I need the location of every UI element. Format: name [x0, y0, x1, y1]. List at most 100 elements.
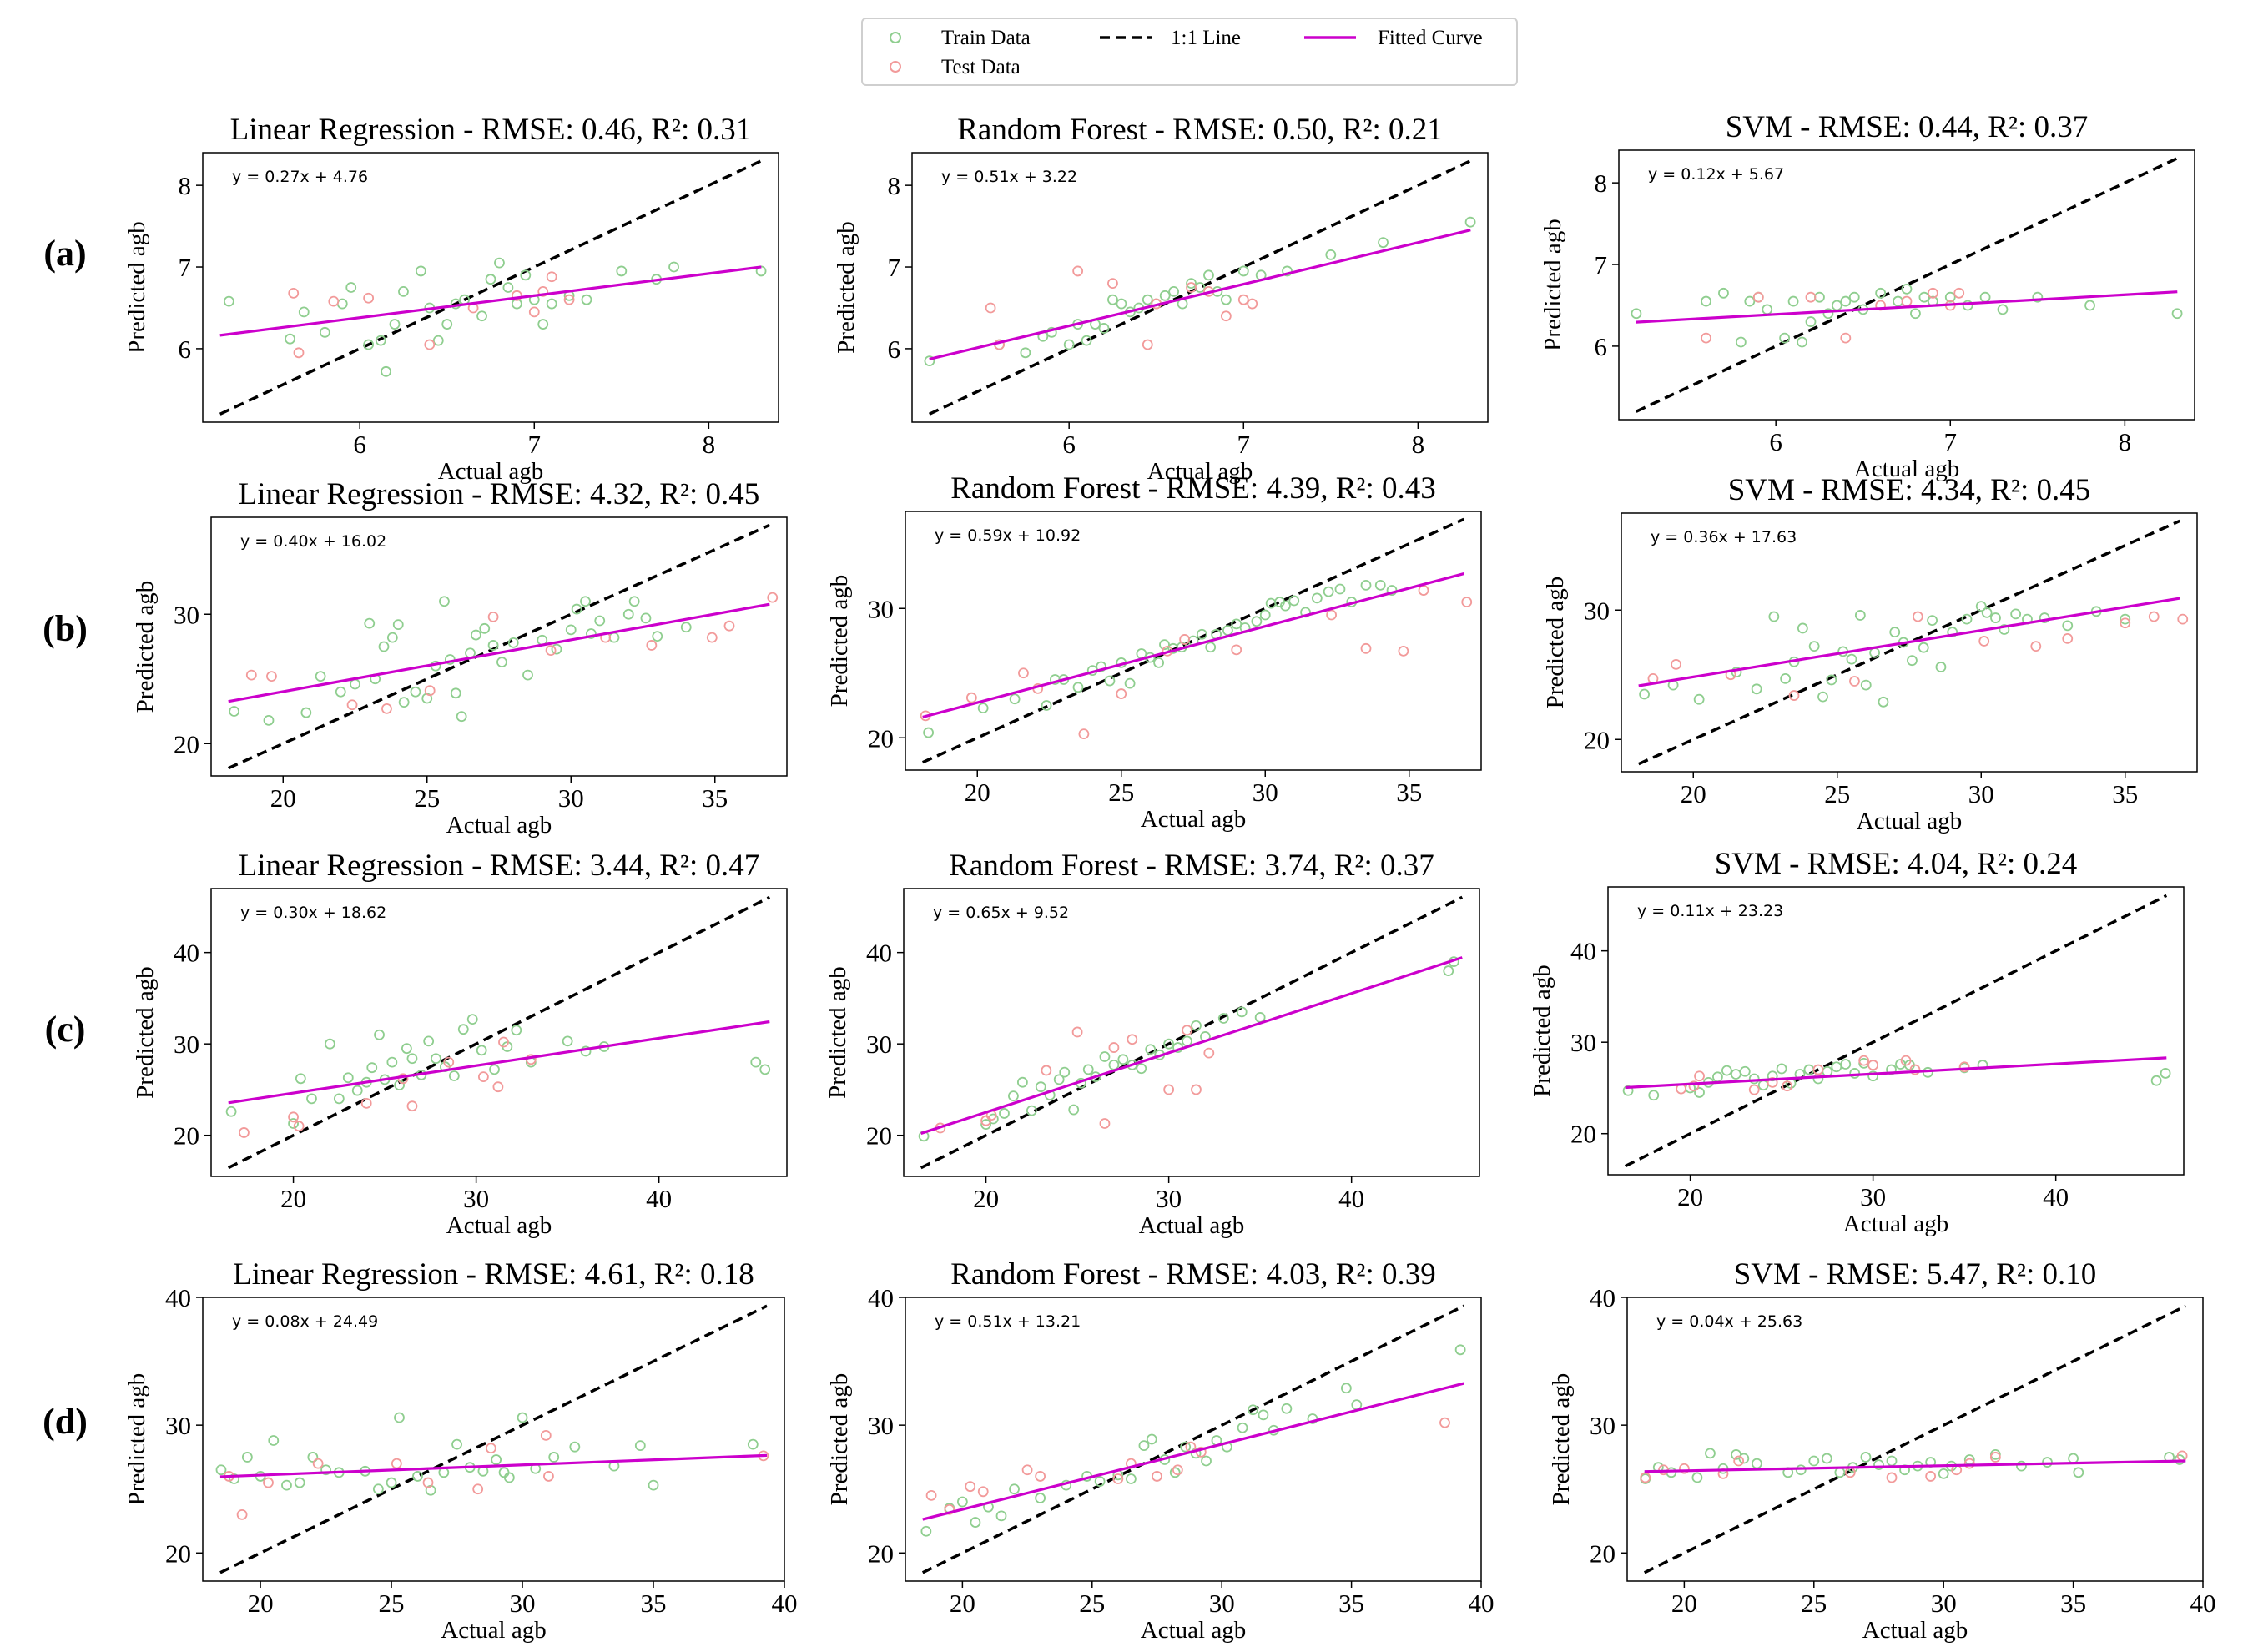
x-tick-label: 25 [1079, 1589, 1105, 1618]
train-point [1981, 607, 1993, 618]
test-point [1237, 294, 1249, 305]
train-point [1907, 655, 1918, 667]
test-point [1782, 1080, 1793, 1092]
test-point [1752, 291, 1764, 303]
x-axis-label: Actual agb [446, 1212, 552, 1239]
train-point [1041, 700, 1052, 711]
train-point [229, 1473, 240, 1484]
train-point [747, 1438, 759, 1450]
legend-marker-test [890, 61, 901, 73]
x-tick-label: 6 [1062, 430, 1076, 459]
x-tick-label: 8 [2119, 427, 2132, 456]
test-point [360, 1097, 372, 1109]
y-tick-label: 30 [174, 600, 199, 629]
fit-equation: y = 0.51x + 13.21 [935, 1312, 1081, 1331]
train-point [562, 1035, 573, 1047]
train-point [616, 265, 628, 277]
test-point [1733, 1455, 1745, 1467]
one-to-one-line [219, 1304, 768, 1574]
test-point [965, 1481, 976, 1493]
train-point [1168, 285, 1180, 297]
train-point [1282, 265, 1293, 277]
x-tick-label: 30 [558, 783, 584, 813]
test-point [406, 1100, 418, 1112]
test-point [1978, 636, 1990, 647]
x-tick-label: 35 [2112, 779, 2138, 808]
train-point [537, 319, 549, 330]
train-point [1169, 1467, 1181, 1478]
test-point [965, 692, 977, 703]
legend-label-train: Train Data [941, 27, 1031, 49]
x-tick-label: 7 [528, 430, 542, 459]
x-axis-label: Actual agb [1854, 456, 1959, 482]
train-point [1323, 586, 1334, 597]
test-point [1179, 634, 1191, 645]
train-point [241, 1452, 253, 1463]
train-point [1875, 287, 1887, 299]
test-point [381, 703, 392, 714]
test-point [1116, 688, 1127, 699]
test-point [492, 1081, 504, 1093]
test-point [1099, 1118, 1111, 1129]
train-point [285, 333, 295, 345]
train-point [995, 1510, 1007, 1522]
test-point [328, 295, 340, 307]
train-point [374, 1029, 385, 1040]
test-point [293, 1121, 305, 1132]
y-tick-label: 7 [888, 253, 901, 282]
train-point [1840, 1059, 1852, 1070]
train-point [1136, 1063, 1147, 1075]
train-point [2016, 1460, 2027, 1472]
test-point [646, 640, 658, 651]
train-point [1035, 1081, 1046, 1093]
test-point [424, 685, 436, 697]
x-tick-label: 35 [1396, 778, 1422, 807]
train-point [1826, 674, 1837, 686]
fitted-curve [228, 602, 770, 703]
y-axis-label: Predicted agb [1540, 219, 1566, 351]
test-point [263, 1477, 274, 1488]
one-to-one-line [1637, 519, 2181, 766]
test-point [236, 1508, 248, 1520]
y-axis-label: Predicted agb [1548, 1373, 1575, 1506]
train-point [1935, 662, 1947, 672]
train-point [381, 365, 391, 377]
plot-frame [905, 511, 1482, 771]
y-tick-label: 30 [1584, 596, 1610, 625]
y-tick-label: 40 [1590, 1283, 1615, 1312]
test-point [1788, 690, 1800, 701]
test-point [1958, 1061, 1970, 1073]
test-point [1678, 1463, 1690, 1474]
test-point [498, 1036, 509, 1048]
train-point [1977, 1060, 1988, 1070]
chart-panel: Random Forest - RMSE: 3.74, R²: 0.37 20 30… [824, 849, 1480, 1239]
train-point [1944, 291, 1956, 303]
train-point [1854, 610, 1866, 621]
x-axis-label: Actual agb [438, 458, 543, 485]
test-point [1231, 644, 1242, 656]
y-tick-label: 30 [174, 1030, 199, 1059]
train-point [1721, 1065, 1732, 1076]
test-point [1220, 310, 1232, 322]
train-point [580, 596, 591, 607]
test-point [363, 292, 375, 304]
test-point [706, 632, 718, 643]
train-point [1694, 1087, 1705, 1098]
train-point [466, 1014, 478, 1025]
x-tick-label: 20 [280, 1184, 306, 1213]
train-point [2039, 612, 2050, 623]
fitted-curve [929, 229, 1471, 361]
test-point [528, 306, 540, 318]
test-point [1640, 1472, 1651, 1483]
train-point [2032, 291, 2044, 303]
train-point [1311, 592, 1323, 604]
test-point [546, 271, 557, 283]
train-point [1797, 622, 1808, 634]
train-point [1997, 304, 2009, 315]
one-to-one-line [227, 523, 771, 770]
test-point [239, 1127, 250, 1138]
train-point [320, 1464, 331, 1476]
train-point [634, 1440, 646, 1452]
y-axis-label: Predicted agb [132, 581, 159, 713]
fit-equation: y = 0.30x + 18.62 [240, 904, 386, 922]
